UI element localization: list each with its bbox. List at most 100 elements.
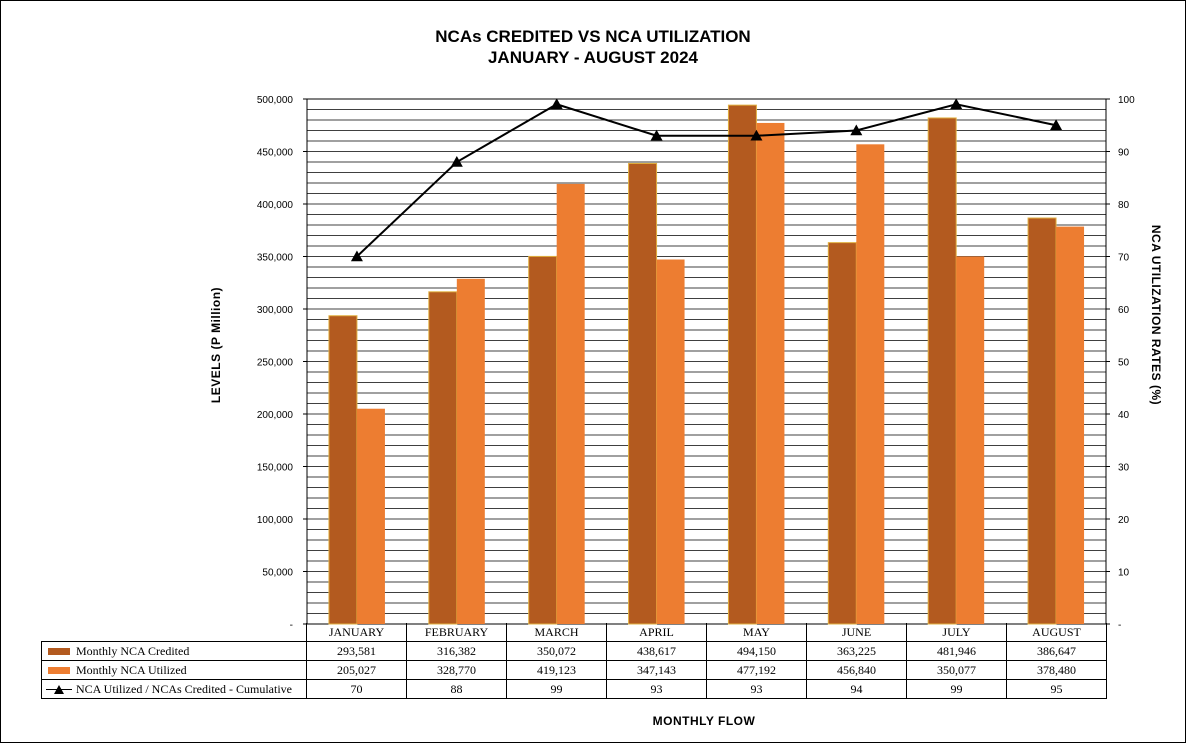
utilization-rate-point [850,124,863,136]
bar-credited [1027,217,1057,625]
data-label: 94 [806,679,907,699]
category-label: MAY [706,623,807,642]
legend-entry: Monthly NCA Utilized [41,660,307,680]
data-label: 419,123 [506,660,607,680]
y2-tick-label: 60 [1118,305,1130,316]
data-label: 88 [406,679,507,699]
utilization-rate-point [650,129,663,141]
y2-tick-label: 100 [1118,95,1135,106]
y-tick-label: 150,000 [257,463,294,474]
data-label: 350,077 [906,660,1007,680]
category-label: MARCH [506,623,607,642]
data-label: 99 [506,679,607,699]
bar-credited [927,117,957,625]
table-row: NCA Utilized / NCAs Credited - Cumulativ… [41,679,1107,699]
y-tick-label: - [290,620,293,631]
bar-utilized [856,144,885,624]
category-label: APRIL [606,623,707,642]
chart-subtitle: JANUARY - AUGUST 2024 [487,48,699,67]
bar-utilized [356,408,385,624]
data-label: 316,382 [406,641,507,661]
utilization-rate-point [350,250,363,262]
category-label: FEBRUARY [406,623,507,642]
category-label: JULY [906,623,1007,642]
y-tick-label: 450,000 [257,148,294,159]
y2-tick-label: 80 [1118,200,1130,211]
table-row: Monthly NCA Utilized 205,027 328,770 419,12… [41,660,1107,680]
bar-credited [428,291,458,625]
data-label: 386,647 [1006,641,1107,661]
legend-swatch [48,648,70,656]
y2-tick-label: 10 [1118,568,1130,579]
category-label: JUNE [806,623,907,642]
data-label: 70 [306,679,407,699]
bar-credited [727,104,757,625]
utilization-rate-line [356,103,1057,258]
table-corner [42,623,307,642]
y-tick-label: 50,000 [262,568,293,579]
bar-utilized [556,183,585,625]
y-tick-label: 200,000 [257,410,294,421]
y-tick-label: 400,000 [257,200,294,211]
y2-axis-title: NCA UTILIZATION RATES (%) [1149,224,1163,406]
utilization-rate-point [750,129,763,141]
data-label: 363,225 [806,641,907,661]
utilization-rate-point [450,156,463,167]
data-label: 99 [906,679,1007,699]
y-tick-label: 500,000 [257,95,294,106]
data-label: 481,946 [906,641,1007,661]
data-table: JANUARY FEBRUARY MARCH APRIL MAY JUNE JULY AUGU… [41,623,1107,699]
data-label: 95 [1006,679,1107,699]
bar-credited [528,255,558,625]
y-axis-title: LEVELS (P Million) [209,286,223,404]
x-axis-title: MONTHLY FLOW [652,714,756,728]
y-tick-label: 350,000 [257,253,294,264]
legend-label: Monthly NCA Utilized [76,662,187,677]
utilization-rate-point [950,98,963,110]
data-label: 456,840 [806,660,907,680]
y2-tick-label: 50 [1118,358,1130,369]
y2-tick-label: 30 [1118,463,1130,474]
data-label: 293,581 [306,641,407,661]
chart-title: NCAs CREDITED VS NCA UTILIZATION [435,27,751,46]
y2-tick-label: 40 [1118,410,1130,421]
data-label: 350,072 [506,641,607,661]
legend-line-marker [46,684,72,695]
y-tick-label: 250,000 [257,358,294,369]
bar-utilized [956,256,985,624]
bar-utilized [456,278,485,624]
y2-tick-label: 70 [1118,253,1130,264]
utilization-rate-point [1050,119,1063,131]
data-label: 494,150 [706,641,807,661]
table-header-row: JANUARY FEBRUARY MARCH APRIL MAY JUNE JULY AUGU… [42,623,1107,642]
data-label: 93 [606,679,707,699]
bar-credited [328,315,358,625]
data-label: 378,480 [1006,660,1107,680]
y-tick-label: 100,000 [257,515,294,526]
bar-utilized [656,259,685,624]
category-label: AUGUST [1006,623,1107,642]
category-label: JANUARY [306,623,407,642]
data-label: 438,617 [606,641,707,661]
legend-entry: NCA Utilized / NCAs Credited - Cumulativ… [41,679,307,699]
legend-entry: Monthly NCA Credited [41,641,307,661]
data-label: 328,770 [406,660,507,680]
y-tick-label: 300,000 [257,305,294,316]
y2-tick-label: - [1118,620,1121,631]
table-row: Monthly NCA Credited 293,581 316,382 350,07… [41,641,1107,661]
bar-utilized [756,122,785,625]
data-label: 93 [706,679,807,699]
y2-tick-label: 90 [1118,148,1130,159]
utilization-rate-point [550,98,563,110]
data-label: 477,192 [706,660,807,680]
bar-utilized [1056,226,1085,624]
legend-label: Monthly NCA Credited [76,643,190,658]
legend-swatch [48,667,70,675]
data-label: 347,143 [606,660,707,680]
legend-label: NCA Utilized / NCAs Credited - Cumulativ… [76,681,292,696]
bar-credited [827,242,857,625]
data-label: 205,027 [306,660,407,680]
y2-tick-label: 20 [1118,515,1130,526]
